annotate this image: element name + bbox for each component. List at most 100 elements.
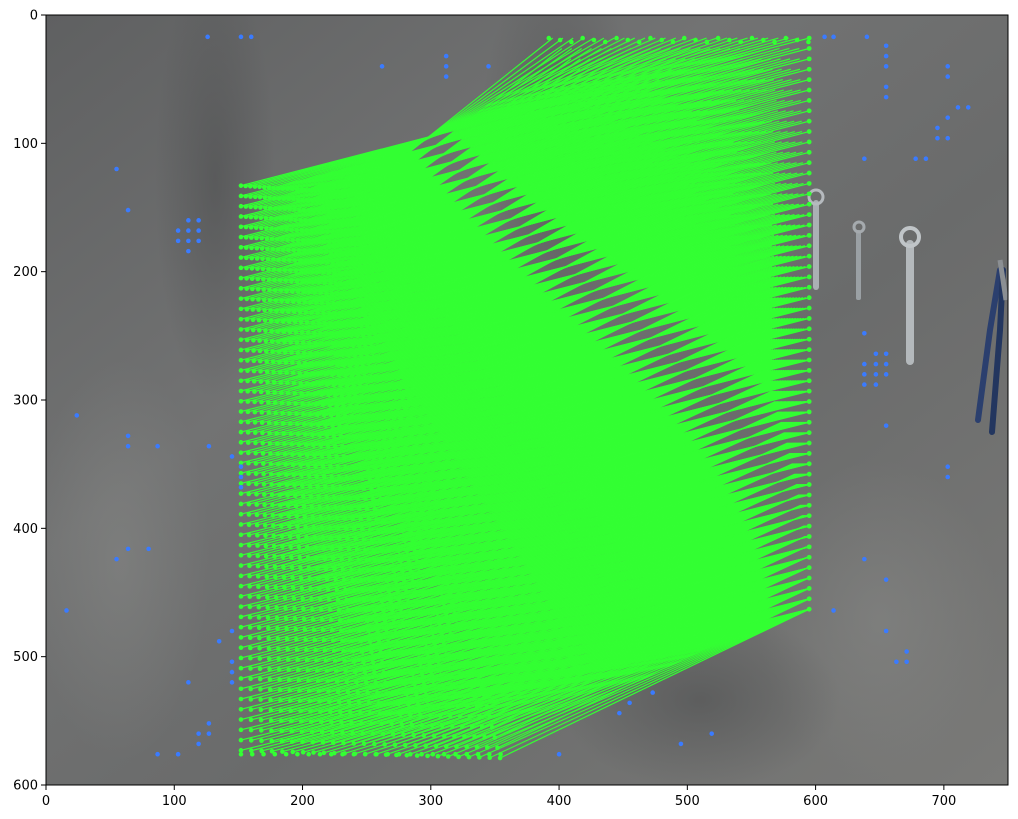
match-point [772, 39, 777, 45]
match-point [238, 224, 244, 230]
match-point [258, 215, 264, 221]
match-point [262, 512, 268, 518]
match-point [265, 605, 271, 610]
match-point [280, 749, 285, 754]
match-point [246, 471, 251, 476]
match-point [238, 255, 244, 260]
x-tick-label: 400 [547, 794, 572, 809]
match-point [738, 39, 743, 45]
match-point [238, 686, 244, 692]
keypoint-marker [229, 659, 235, 665]
match-point [238, 275, 244, 281]
match-point [264, 225, 269, 231]
match-point [453, 751, 458, 757]
match-point [238, 655, 244, 661]
match-point [248, 676, 253, 682]
match-point [806, 482, 812, 487]
match-point [256, 604, 262, 610]
keypoint-marker [238, 474, 244, 480]
keypoint-marker [196, 731, 201, 736]
keypoint-marker [935, 135, 940, 141]
match-point [246, 501, 252, 507]
keypoint-marker [74, 413, 80, 418]
match-point [261, 277, 266, 282]
match-point [806, 212, 812, 218]
match-point [238, 748, 244, 753]
keypoint-marker [216, 638, 222, 644]
match-point [272, 751, 278, 757]
match-point [252, 399, 257, 405]
match-point [238, 727, 244, 733]
match-point [238, 286, 244, 291]
match-point [238, 357, 244, 363]
match-point [257, 645, 262, 651]
keypoint-marker [873, 351, 879, 357]
match-point [290, 749, 296, 755]
match-point [247, 553, 252, 558]
keypoint-marker [114, 556, 119, 562]
keypoint-marker [627, 700, 632, 706]
keypoint-marker [883, 64, 889, 69]
match-point [251, 368, 257, 374]
match-point [246, 532, 252, 538]
match-point [247, 183, 253, 189]
match-point [255, 266, 260, 272]
match-point [248, 194, 253, 199]
match-point [254, 256, 260, 261]
match-point [238, 347, 244, 353]
match-line [489, 608, 810, 759]
keypoint-marker [238, 464, 244, 470]
match-point [252, 409, 258, 415]
match-point [257, 338, 262, 343]
match-point [261, 184, 267, 190]
match-point [704, 39, 710, 45]
keypoint-marker [873, 382, 879, 387]
match-point [261, 751, 266, 757]
match-point [238, 409, 244, 414]
match-point [693, 37, 698, 43]
match-point [321, 750, 327, 756]
match-line [416, 608, 810, 757]
match-point [238, 676, 244, 681]
match-point [258, 707, 264, 713]
keypoint-marker [248, 34, 254, 40]
match-point [247, 635, 253, 641]
match-point [261, 492, 267, 497]
match-point [244, 265, 249, 271]
match-point [238, 450, 244, 455]
match-point [248, 738, 254, 743]
match-point [254, 512, 260, 518]
match-point [249, 266, 255, 271]
wrench-2 [852, 220, 866, 300]
match-point [244, 296, 250, 302]
keypoint-marker [125, 443, 131, 449]
match-point [247, 573, 252, 579]
y-tick-label: 400 [13, 522, 38, 537]
match-point [255, 563, 261, 569]
match-point [806, 274, 812, 280]
match-point [266, 656, 272, 662]
match-point [256, 594, 261, 600]
match-point [464, 751, 470, 757]
match-point [264, 564, 269, 569]
keypoint-marker [196, 228, 201, 233]
match-line [448, 608, 810, 758]
match-point [681, 35, 687, 41]
match-point [254, 522, 260, 528]
match-point [806, 430, 812, 436]
match-point [243, 214, 249, 220]
match-point [238, 378, 244, 384]
keypoint-marker [883, 84, 889, 90]
match-point [311, 750, 316, 755]
x-axis: 0 100 200 300 400 500 600 700 [42, 785, 956, 809]
match-point [244, 255, 249, 261]
match-point [244, 317, 250, 322]
wrench-1 [807, 188, 825, 290]
match-point [806, 378, 812, 384]
y-tick-label: 100 [13, 137, 38, 152]
match-point [245, 378, 250, 384]
match-point [246, 450, 251, 456]
match-point [238, 388, 244, 394]
match-point [253, 225, 259, 230]
